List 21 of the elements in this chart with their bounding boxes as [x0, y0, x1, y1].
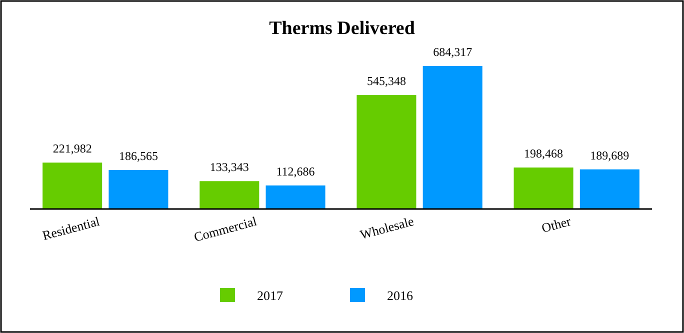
chart-title: Therms Delivered [269, 18, 416, 39]
legend-label: 2016 [387, 288, 414, 303]
data-label: 133,343 [210, 160, 249, 174]
data-label: 545,348 [366, 74, 406, 88]
data-label: 189,689 [590, 148, 630, 162]
bar [108, 170, 168, 209]
bar [200, 181, 260, 209]
bar [580, 169, 640, 209]
bar [356, 95, 416, 209]
data-label: 198,468 [524, 146, 564, 161]
bar [42, 162, 102, 209]
bar [266, 185, 326, 209]
data-label: 186,565 [118, 149, 158, 164]
x-tick-label: Wholesale [358, 213, 416, 242]
legend-label: 2017 [257, 288, 284, 303]
data-label: 221,982 [52, 142, 92, 156]
bar [514, 168, 574, 209]
x-tick-label: Other [540, 213, 574, 236]
bar [422, 66, 482, 209]
data-label: 684,317 [433, 45, 472, 59]
data-label: 112,686 [276, 164, 315, 178]
